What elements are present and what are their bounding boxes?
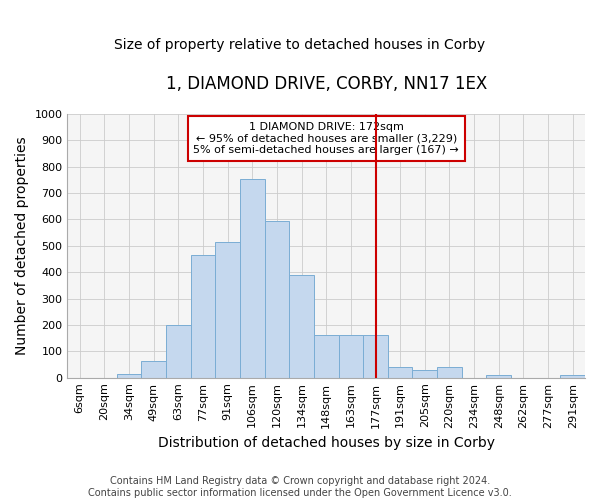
Bar [166,325,191,378]
Bar [117,374,142,378]
Y-axis label: Number of detached properties: Number of detached properties [15,136,29,355]
Title: 1, DIAMOND DRIVE, CORBY, NN17 1EX: 1, DIAMOND DRIVE, CORBY, NN17 1EX [166,75,487,93]
Bar [560,375,585,378]
Bar [363,336,388,378]
Bar [388,366,412,378]
Bar [240,178,265,378]
Bar [142,360,166,378]
Bar [437,366,462,378]
Bar [265,221,289,378]
Text: Size of property relative to detached houses in Corby: Size of property relative to detached ho… [115,38,485,52]
Bar [338,336,363,378]
Bar [412,370,437,378]
Bar [191,255,215,378]
X-axis label: Distribution of detached houses by size in Corby: Distribution of detached houses by size … [158,436,495,450]
Bar [314,336,338,378]
Bar [289,275,314,378]
Bar [487,374,511,378]
Text: 1 DIAMOND DRIVE: 172sqm
← 95% of detached houses are smaller (3,229)
5% of semi-: 1 DIAMOND DRIVE: 172sqm ← 95% of detache… [193,122,459,155]
Text: Contains HM Land Registry data © Crown copyright and database right 2024.
Contai: Contains HM Land Registry data © Crown c… [88,476,512,498]
Bar [215,242,240,378]
